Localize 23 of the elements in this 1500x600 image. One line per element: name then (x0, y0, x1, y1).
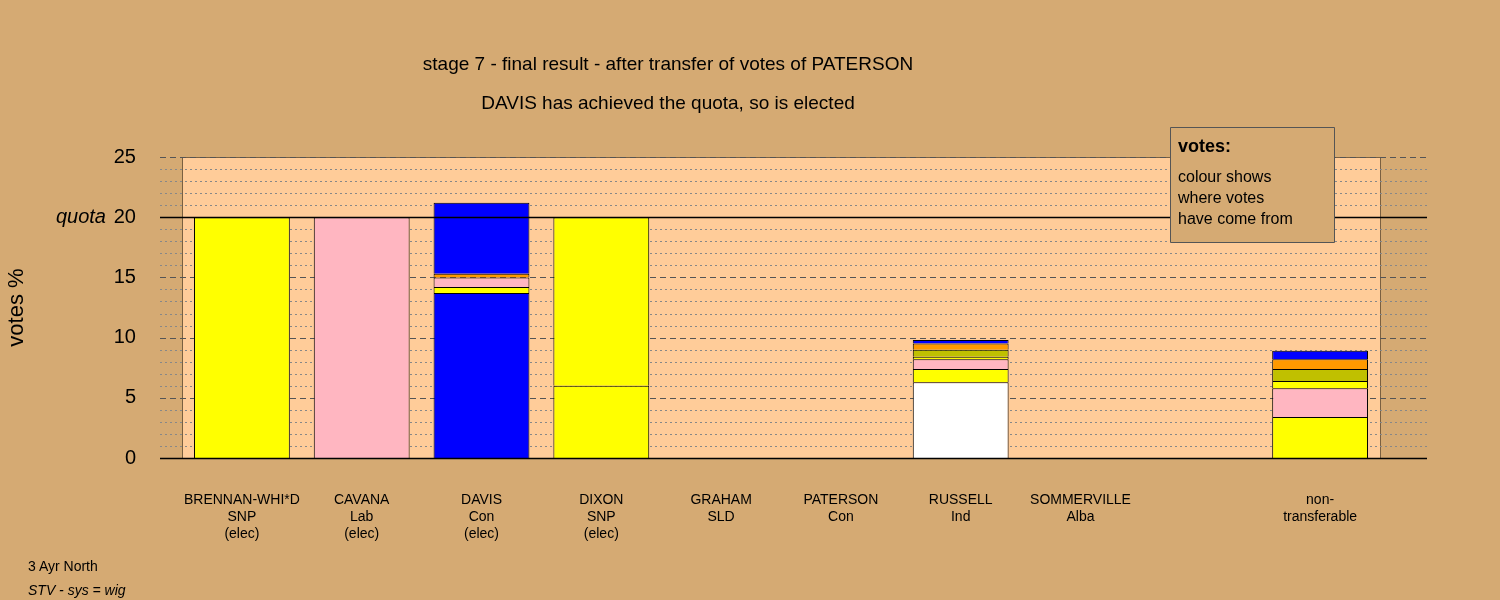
y-tick-label: 10 (113, 325, 136, 348)
x-tick-label: GRAHAM SLD (690, 491, 752, 525)
x-tick-label: CAVANA Lab (elec) (333, 491, 391, 541)
text: STV - sys = wig (28, 581, 126, 598)
x-tick-label: SOMMERVILLE Alba (1030, 491, 1131, 525)
x-tick-label: non- transferable (1283, 491, 1358, 525)
y-axis-title: votes % (3, 268, 29, 347)
y-tick-label: 5 (124, 385, 136, 408)
y-tick-label: 25 (113, 144, 136, 167)
text: 3 Ayr North (28, 557, 98, 574)
y-tick-label: 20 (113, 204, 136, 227)
x-tick-label: DAVIS Con (elec) (461, 491, 502, 541)
x-tick-label: PATERSON Con (803, 491, 879, 525)
text: votes: (1178, 135, 1232, 156)
x-tick-label: BRENNAN-WHI*D SNP (elec) (183, 491, 300, 541)
x-tick-label: DIXON SNP (elec) (579, 491, 624, 541)
ref-line-label: quota (55, 205, 106, 228)
chart-subtitle: DAVIS has achieved the quota, so is elected (481, 92, 855, 114)
chart-title: stage 7 - final result - after transfer of votes of PATERSON (422, 53, 914, 75)
annotation: colour shows where votes have come from (1177, 168, 1293, 228)
x-tick-label: RUSSELL Ind (928, 491, 993, 525)
y-tick-label: 15 (113, 264, 136, 287)
y-tick-label: 0 (124, 445, 136, 468)
